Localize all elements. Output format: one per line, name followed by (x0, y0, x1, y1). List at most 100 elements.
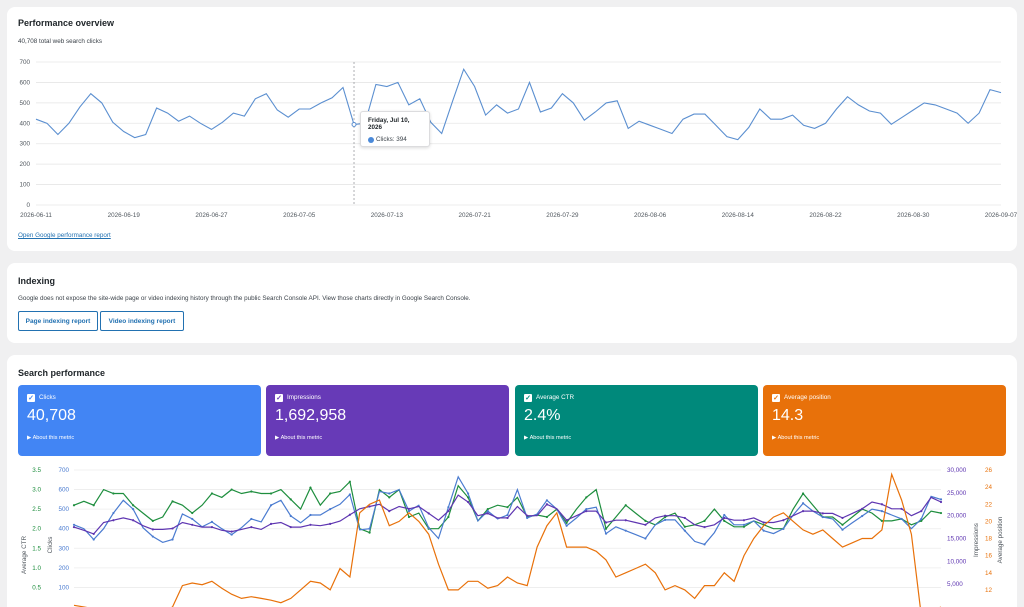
ctr-point (210, 492, 214, 495)
checkbox-icon[interactable]: ✓ (27, 394, 35, 402)
check-icon: ✓ (525, 394, 531, 402)
metric-value: 1,692,958 (275, 407, 347, 424)
checkbox-icon[interactable]: ✓ (524, 394, 532, 402)
clicks-point (368, 527, 371, 530)
ctr-point (269, 492, 273, 495)
clicks-point (841, 528, 844, 531)
impressions-point (269, 522, 273, 525)
ctr-point (624, 504, 627, 507)
ctr-point (407, 515, 411, 519)
ctr-tick-label: 3.0 (32, 487, 41, 494)
video-indexing-report-button[interactable]: Video indexing report (100, 311, 184, 331)
performance-title: Performance overview (18, 18, 115, 28)
impressions-point (683, 516, 686, 520)
impressions-point (821, 512, 824, 515)
ctr-point (388, 496, 391, 499)
ctr-point (644, 519, 647, 522)
impressions-axis-label: Impressions (973, 523, 980, 557)
clicks-tick-label: 600 (58, 487, 69, 494)
metric-card-average-ctr[interactable]: ✓ Average CTR 2.4% ▶ About this metric (515, 385, 758, 456)
y-tick-label: 300 (19, 141, 30, 148)
indexing-title: Indexing (18, 276, 56, 286)
ctr-tick-label: 1.5 (32, 545, 41, 552)
impressions-point (880, 503, 883, 506)
clicks-point (407, 510, 411, 513)
checkbox-icon[interactable]: ✓ (772, 394, 780, 402)
ctr-point (703, 519, 706, 522)
ctr-point (466, 496, 470, 499)
clicks-tick-label: 500 (58, 506, 69, 513)
about-metric-toggle[interactable]: ▶ About this metric (524, 435, 572, 441)
clicks-point (309, 513, 312, 517)
clicks-point (624, 529, 627, 532)
check-icon: ✓ (276, 394, 282, 402)
clicks-point (191, 517, 194, 521)
ctr-point (112, 492, 115, 495)
metric-card-impressions[interactable]: ✓ Impressions 1,692,958 ▶ About this met… (266, 385, 509, 456)
ctr-tick-label: 2.0 (32, 526, 41, 533)
metric-card-clicks[interactable]: ✓ Clicks 40,708 ▶ About this metric (18, 385, 261, 456)
clicks-point (348, 493, 351, 496)
impressions-point (486, 512, 489, 515)
clicks-point (604, 532, 608, 535)
ctr-point (151, 519, 154, 522)
impressions-point (388, 510, 391, 513)
clicks-point (683, 529, 686, 532)
position-tick-label: 26 (985, 467, 993, 474)
clicks-point (289, 514, 292, 518)
clicks-line (35, 67, 1002, 141)
clicks-point (171, 538, 174, 541)
metric-card-average-position[interactable]: ✓ Average position 14.3 ▶ About this met… (763, 385, 1006, 456)
x-tick-label: 2026-06-19 (108, 212, 141, 219)
ctr-point (683, 525, 686, 528)
ctr-point (841, 523, 844, 526)
ctr-point (191, 511, 194, 515)
impressions-point (526, 514, 529, 517)
position-tick-label: 12 (985, 587, 993, 594)
impressions-point (782, 519, 785, 522)
open-performance-report-link[interactable]: Open Google performance report (18, 232, 111, 239)
position-axis-label: Average position (997, 516, 1004, 563)
ctr-point (329, 492, 332, 495)
ctr-point (289, 498, 292, 501)
x-tick-label: 2026-07-29 (546, 212, 579, 219)
tooltip-date: Friday, Jul 10, 2026 (368, 117, 410, 131)
x-tick-label: 2026-07-21 (459, 212, 492, 219)
x-tick-label: 2026-09-07 (985, 212, 1017, 219)
metric-value: 14.3 (772, 407, 804, 424)
impressions-point (801, 510, 805, 513)
ctr-point (309, 486, 312, 489)
position-tick-label: 18 (985, 536, 993, 543)
hover-point (351, 122, 357, 128)
x-tick-label: 2026-08-14 (722, 212, 755, 219)
y-tick-label: 600 (19, 79, 30, 86)
ctr-point (230, 488, 233, 491)
clicks-point (427, 526, 430, 529)
about-metric-toggle[interactable]: ▶ About this metric (27, 435, 75, 441)
clicks-point (72, 523, 76, 526)
checkbox-icon[interactable]: ✓ (275, 394, 283, 402)
impressions-point (565, 519, 568, 522)
impressions-point (703, 525, 706, 529)
clicks-point (486, 510, 489, 513)
clicks-point (447, 506, 450, 509)
clicks-point (112, 511, 115, 515)
page-indexing-report-button[interactable]: Page indexing report (18, 311, 98, 331)
impressions-point (466, 500, 470, 504)
clicks-point (545, 499, 549, 502)
search-performance-chart[interactable]: 0.5 1.0 1.5 2.0 2.5 3.0 3.5 100 200 300 400 500 600 7… (7, 355, 1017, 607)
x-tick-label: 2026-06-27 (195, 212, 228, 219)
impressions-point (644, 523, 647, 526)
impressions-point (191, 523, 194, 526)
impressions-point (210, 525, 214, 529)
metric-label: Clicks (39, 394, 56, 401)
impressions-point (427, 512, 430, 515)
check-icon: ✓ (28, 394, 34, 402)
ctr-point (447, 515, 450, 519)
ctr-point (171, 500, 174, 503)
about-metric-toggle[interactable]: ▶ About this metric (275, 435, 323, 441)
position-tick-label: 24 (985, 484, 993, 491)
about-metric-toggle[interactable]: ▶ About this metric (772, 435, 820, 441)
clicks-tick-label: 200 (58, 565, 69, 572)
performance-line-chart[interactable]: 0 100 200 300 400 500 600 700 2026-06-11 2026-06-… (7, 7, 1017, 237)
